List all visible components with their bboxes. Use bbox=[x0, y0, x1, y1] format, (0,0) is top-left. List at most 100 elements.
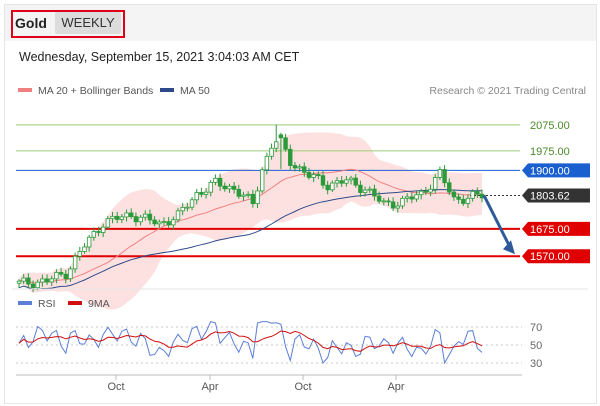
legend-rsi-label: RSI bbox=[38, 298, 56, 310]
candle-body bbox=[362, 189, 368, 193]
candle-body bbox=[330, 182, 335, 191]
candle-body bbox=[100, 226, 106, 233]
candle-body bbox=[297, 166, 302, 169]
candle-body bbox=[461, 198, 466, 204]
candle-body bbox=[217, 177, 223, 187]
candle-body bbox=[264, 155, 270, 171]
candle-body bbox=[433, 177, 438, 190]
timeframe-tab[interactable]: WEEKLY bbox=[55, 12, 121, 34]
legend-9ma-swatch bbox=[68, 301, 82, 305]
candle-body bbox=[222, 185, 227, 190]
candle-body bbox=[386, 200, 391, 203]
candle-body bbox=[423, 190, 429, 193]
candle-body bbox=[306, 171, 312, 178]
price-label-1570.00: 1570.00 bbox=[530, 251, 570, 263]
timestamp: Wednesday, September 15, 2021 3:04:03 AM… bbox=[19, 50, 300, 64]
candle-body bbox=[157, 221, 162, 225]
candle-body bbox=[259, 169, 265, 192]
candle-body bbox=[68, 268, 73, 280]
candle-body bbox=[367, 188, 372, 191]
title-highlight bbox=[11, 10, 125, 38]
candle-body bbox=[311, 174, 316, 178]
instrument-title: Gold bbox=[15, 15, 47, 31]
candle-body bbox=[292, 165, 298, 169]
price-label-1675.00: 1675.00 bbox=[530, 224, 570, 236]
candle-body bbox=[372, 188, 377, 197]
legend-ma20-label: MA 20 + Bollinger Bands bbox=[38, 85, 153, 97]
candle-body bbox=[428, 188, 433, 193]
candle-body bbox=[189, 199, 195, 208]
legend-rsi-swatch bbox=[18, 301, 32, 305]
ma50-line bbox=[18, 189, 483, 290]
candle-body bbox=[470, 191, 475, 199]
legend-ma50-label: MA 50 bbox=[180, 85, 210, 97]
candle-body bbox=[475, 191, 480, 195]
candle-body bbox=[288, 148, 293, 166]
price-label-1900.00: 1900.00 bbox=[530, 165, 570, 177]
rsi-panel: 70 50 30 bbox=[16, 321, 542, 370]
candle-body bbox=[241, 194, 246, 197]
candle-body bbox=[447, 182, 452, 193]
candle-body bbox=[133, 216, 139, 223]
candle-body bbox=[161, 221, 167, 223]
candle-body bbox=[213, 177, 218, 183]
forecast-arrow-head bbox=[503, 240, 515, 255]
legend-9ma-label: 9MA bbox=[88, 298, 110, 310]
candle-body bbox=[376, 195, 382, 202]
rsi-tick-label-30: 30 bbox=[530, 358, 542, 370]
candle-body bbox=[255, 190, 260, 205]
price-tag-1675.00 bbox=[522, 221, 590, 236]
research-credit: Research © 2021 Trading Central bbox=[429, 85, 586, 97]
candle-body bbox=[245, 193, 251, 196]
candle-body bbox=[138, 216, 143, 223]
candle-body bbox=[274, 141, 279, 149]
candle-body bbox=[348, 177, 354, 181]
candle-body bbox=[227, 185, 232, 190]
x-tick-label-1: Apr bbox=[201, 381, 218, 393]
candle-body bbox=[152, 219, 157, 225]
candle-body bbox=[40, 278, 45, 283]
forecast-arrow-shaft bbox=[482, 194, 513, 250]
candle-body bbox=[278, 134, 284, 139]
candle-body bbox=[91, 231, 97, 238]
x-tick-label-0: Oct bbox=[107, 381, 124, 393]
candle-body bbox=[409, 196, 415, 200]
candle-body bbox=[180, 206, 185, 212]
price-panel: 2075.00 1975.00 1900.00 1803.62 1675.00 1570.… bbox=[16, 120, 590, 310]
candle-body bbox=[35, 281, 40, 289]
candle-body bbox=[49, 278, 54, 283]
candle-body bbox=[465, 197, 471, 204]
candle-body bbox=[442, 169, 447, 184]
candle-body bbox=[124, 212, 129, 218]
candle-body bbox=[353, 177, 358, 186]
ma20-line bbox=[18, 168, 483, 284]
rsi-ma-line bbox=[18, 330, 483, 352]
candle-body bbox=[437, 169, 443, 178]
candle-body bbox=[166, 221, 171, 226]
candle-body bbox=[147, 213, 153, 221]
candle-body bbox=[395, 205, 401, 209]
candle-body bbox=[175, 210, 181, 221]
candle-body bbox=[419, 190, 424, 196]
candle-body bbox=[325, 184, 330, 191]
candle-body bbox=[250, 193, 256, 205]
legend-ma50-swatch bbox=[160, 88, 174, 92]
candle-body bbox=[185, 206, 190, 209]
candle-body bbox=[283, 137, 288, 150]
candle-body bbox=[302, 166, 307, 173]
candle-body bbox=[115, 215, 120, 220]
candle-body bbox=[72, 255, 78, 270]
candle-body bbox=[77, 251, 82, 257]
candle-body bbox=[44, 278, 50, 283]
candle-body bbox=[96, 231, 101, 233]
candle-body bbox=[358, 184, 363, 193]
candle-body bbox=[451, 191, 457, 198]
candle-body bbox=[203, 191, 209, 195]
x-tick-label-3: Apr bbox=[387, 381, 404, 393]
rsi-tick-label-70: 70 bbox=[530, 322, 542, 334]
candle-body bbox=[404, 196, 410, 199]
price-tag-1900.00 bbox=[522, 163, 590, 178]
candle-body bbox=[269, 147, 274, 157]
candle-body bbox=[236, 188, 242, 197]
